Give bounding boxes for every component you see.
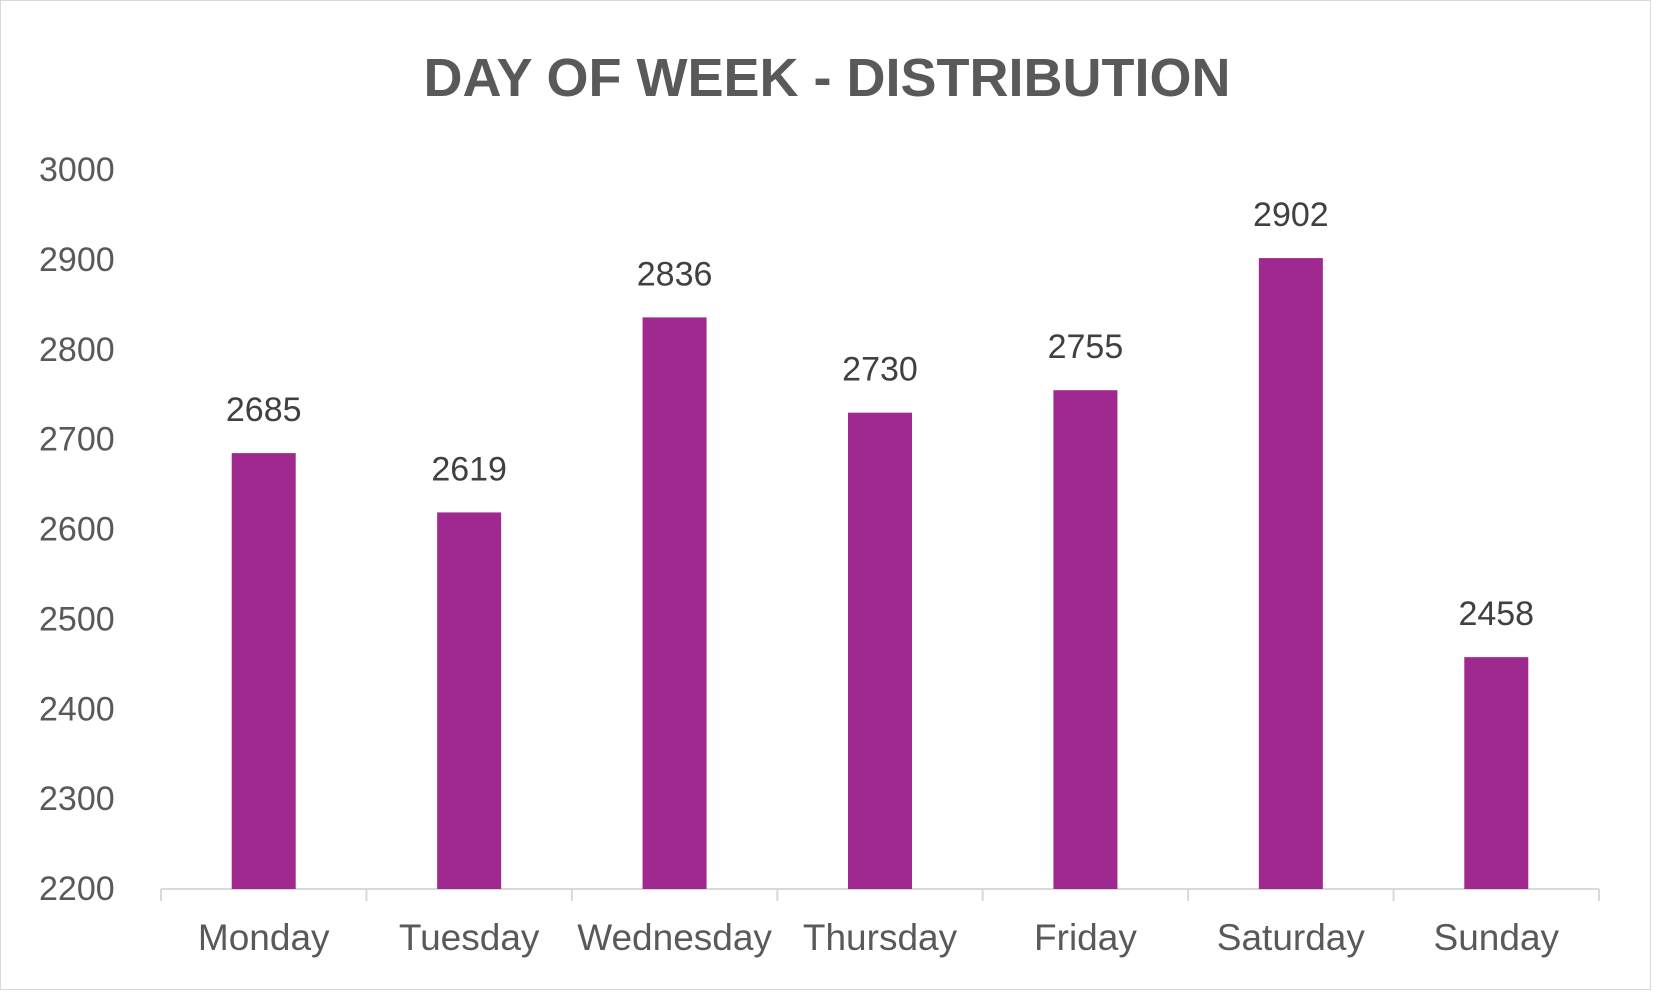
x-tick-label-friday: Friday [1034, 917, 1137, 958]
bar-monday [231, 453, 296, 889]
y-tick-label: 2600 [39, 511, 115, 549]
x-tick-label-saturday: Saturday [1217, 917, 1366, 958]
x-tick-label-tuesday: Tuesday [399, 917, 540, 958]
y-tick-label: 2700 [39, 421, 115, 459]
data-labels: 2685 2619 2836 2730 2755 2902 2458 [226, 196, 1534, 633]
bar-tuesday [437, 512, 502, 889]
data-label-tuesday: 2619 [431, 450, 507, 488]
bar-friday [1053, 390, 1118, 889]
data-label-friday: 2755 [1048, 328, 1124, 366]
y-tick-label: 2500 [39, 600, 115, 638]
x-tick-label-thursday: Thursday [803, 917, 958, 958]
x-tick-label-sunday: Sunday [1434, 917, 1560, 958]
y-tick-label: 2800 [39, 331, 115, 369]
x-tick-label-wednesday: Wednesday [577, 917, 772, 958]
y-tick-label: 2900 [39, 241, 115, 279]
y-tick-label: 3000 [39, 151, 115, 189]
data-label-wednesday: 2836 [637, 255, 713, 293]
y-tick-label: 2400 [39, 690, 115, 728]
data-label-saturday: 2902 [1253, 196, 1329, 234]
chart-title: DAY OF WEEK - DISTRIBUTION [423, 48, 1230, 108]
bar-wednesday [642, 317, 707, 889]
data-label-monday: 2685 [226, 391, 302, 429]
data-label-sunday: 2458 [1458, 595, 1534, 633]
bar-saturday [1258, 258, 1323, 889]
x-axis: Monday Tuesday Wednesday Thursday Friday Satu… [160, 888, 1600, 958]
bar-thursday [848, 412, 912, 889]
y-tick-label: 2300 [39, 780, 115, 818]
y-axis: 2200 2300 2400 2500 2600 2700 2800 2900 3000 [39, 151, 115, 908]
bars [231, 258, 1529, 889]
y-tick-label: 2200 [39, 870, 115, 908]
data-label-thursday: 2730 [842, 351, 918, 389]
x-tick-label-monday: Monday [198, 917, 330, 958]
bar-sunday [1464, 657, 1529, 889]
